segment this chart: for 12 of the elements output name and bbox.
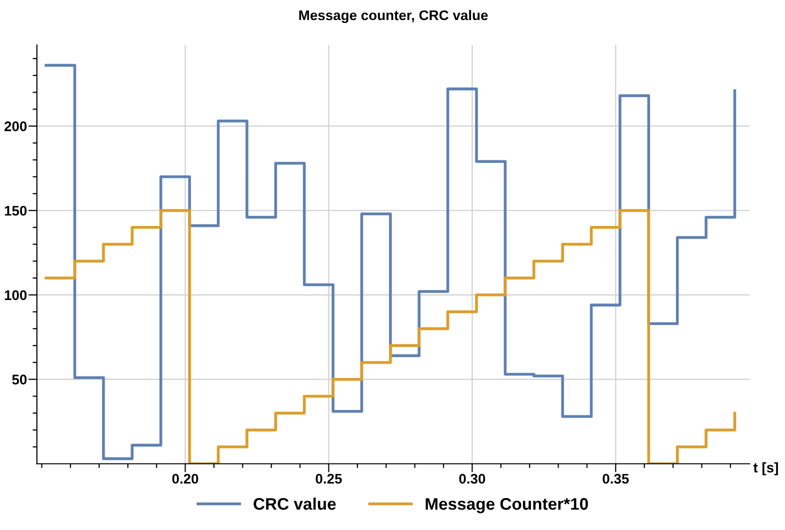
y-tick-label: 200 [4,121,27,132]
x-tick-label: 0.25 [316,474,342,484]
legend-label: Message Counter*10 [426,498,588,514]
legend-label: CRC value [254,498,336,510]
x-tick-label: 0.35 [602,474,629,484]
y-tick-label: 50 [12,374,27,385]
chart-title: Message counter, CRC value [299,10,488,23]
x-tick-label: 0.20 [172,474,198,484]
x-axis-title: t [s] [753,462,778,476]
y-tick-label: 100 [4,290,27,300]
x-tick-label: 0.30 [459,474,486,484]
y-tick-label: 150 [4,206,27,216]
